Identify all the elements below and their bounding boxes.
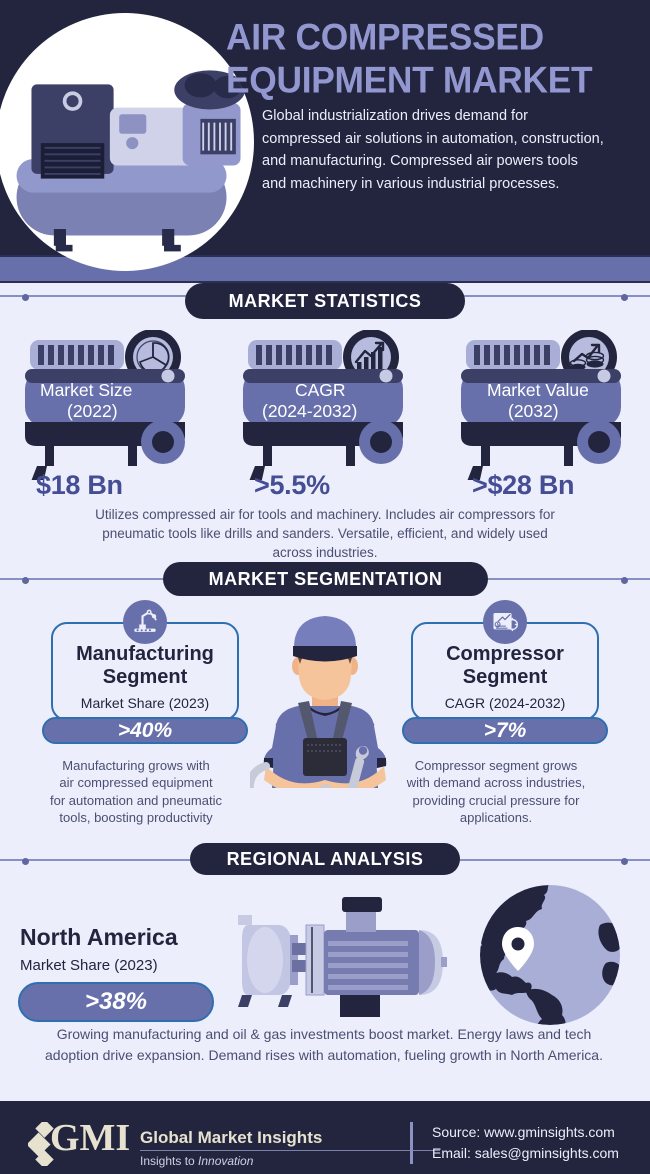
svg-text:Market Value: Market Value bbox=[487, 380, 589, 400]
svg-text:(2024-2032): (2024-2032) bbox=[262, 401, 357, 421]
svg-text:Market Size: Market Size bbox=[40, 380, 132, 400]
svg-text:CAGR: CAGR bbox=[295, 380, 346, 400]
svg-text:(2022): (2022) bbox=[67, 401, 118, 421]
svg-text:(2032): (2032) bbox=[508, 401, 559, 421]
